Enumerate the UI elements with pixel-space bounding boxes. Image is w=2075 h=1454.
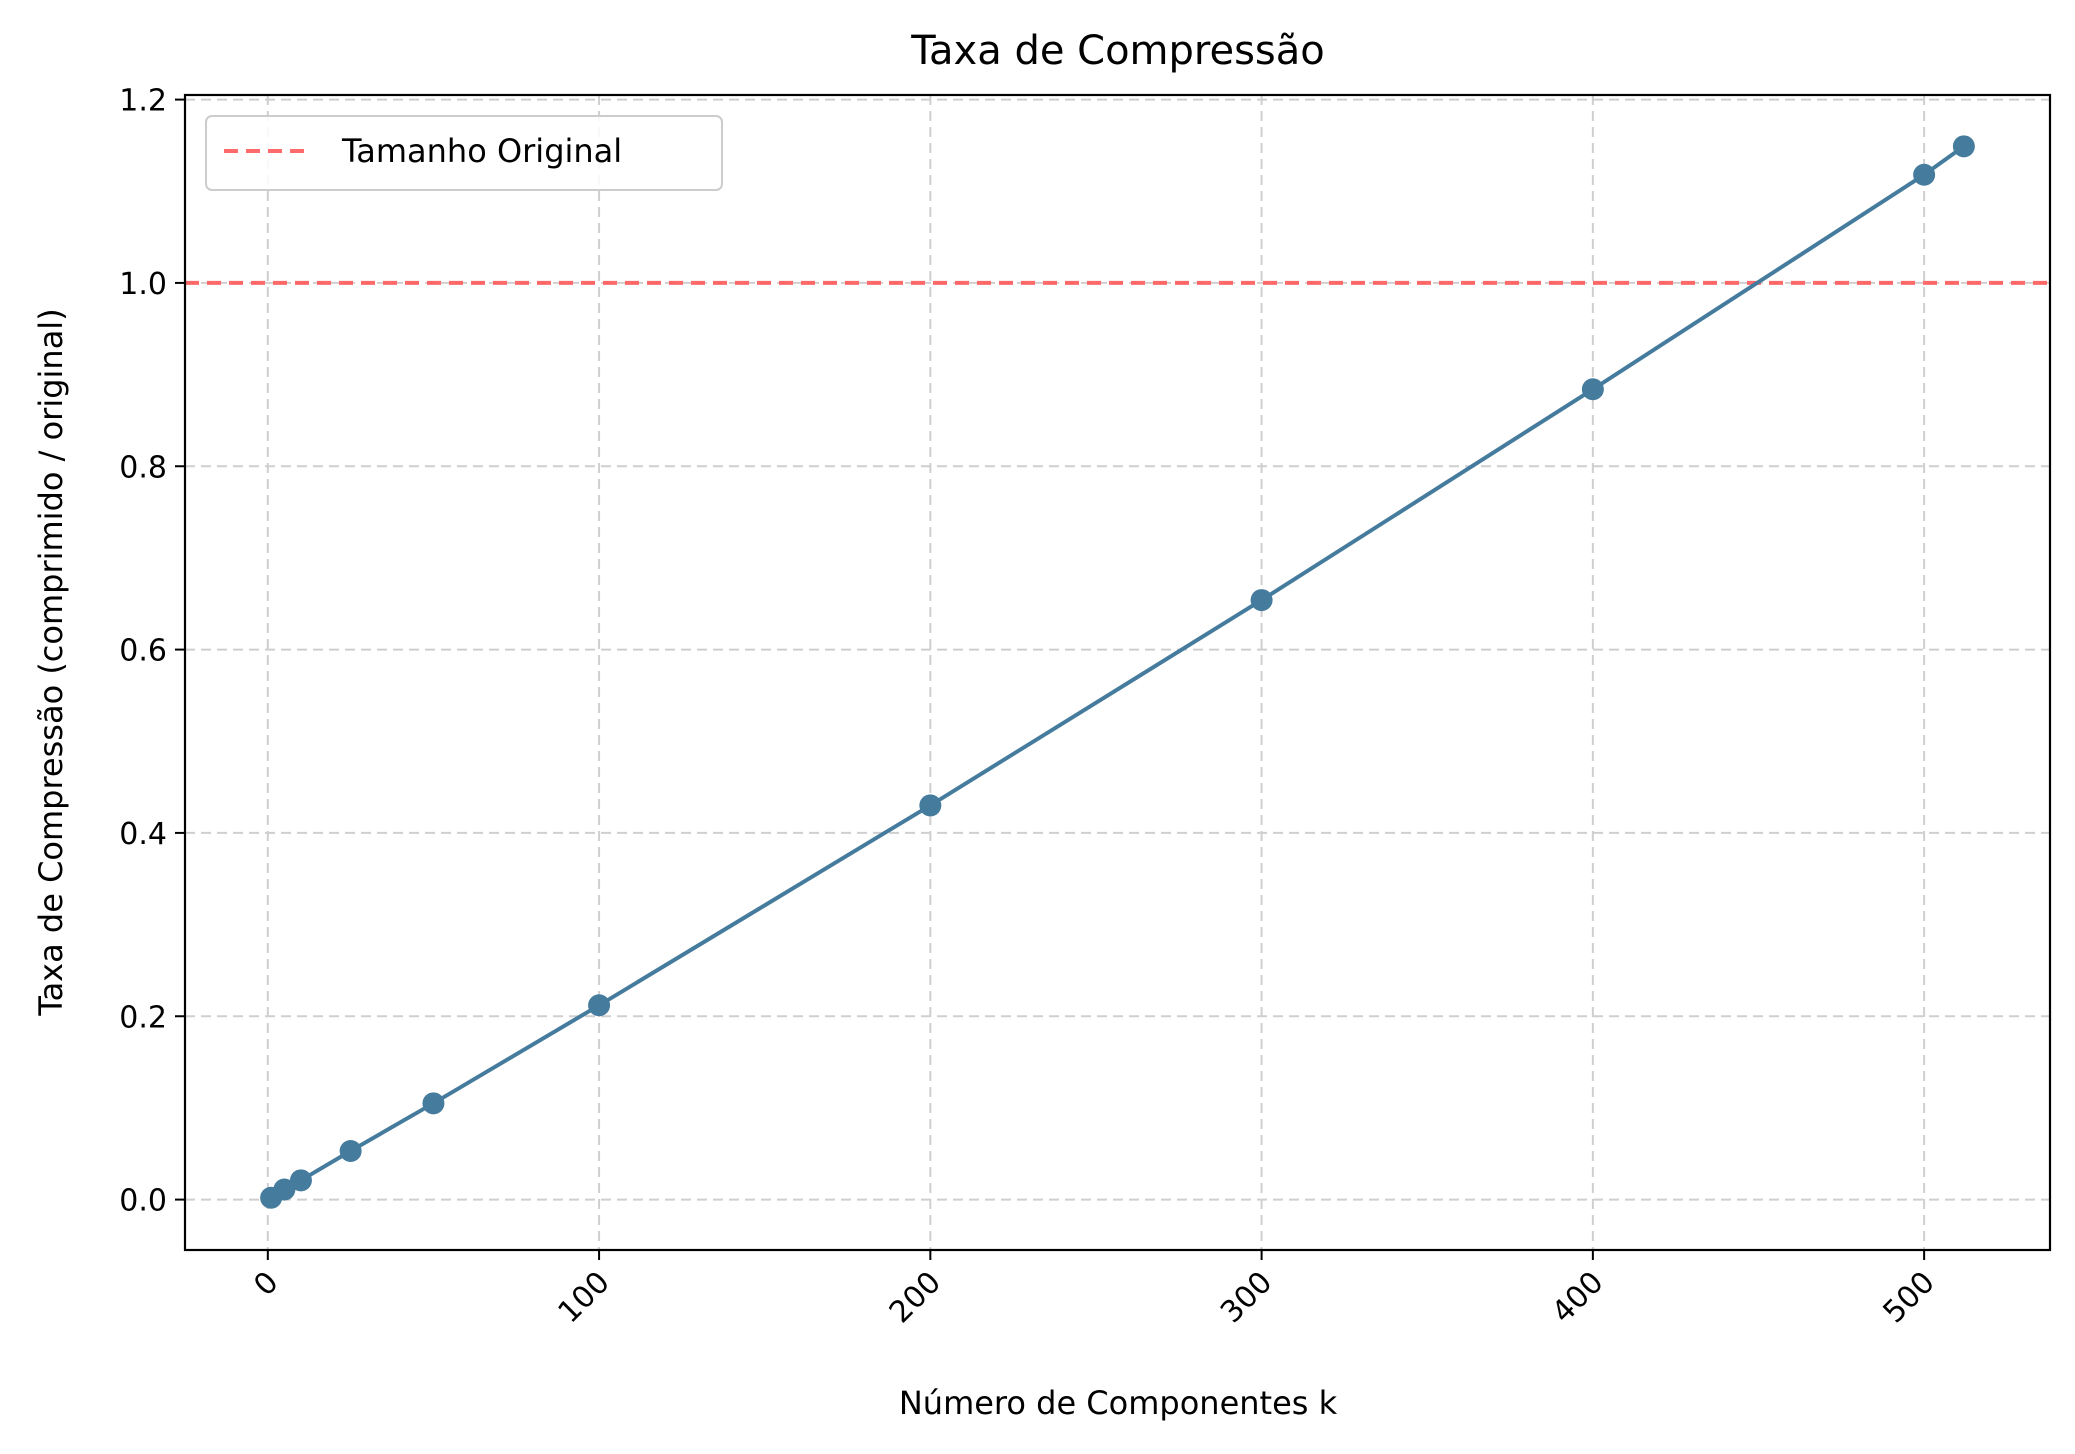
legend: Tamanho Original [205,115,723,191]
y-tick-label: 1.2 [119,84,167,119]
y-axis-title: Taxa de Compressão (comprimido / origina… [32,308,70,1016]
y-tick-label: 0.6 [119,634,167,669]
data-point [339,1140,362,1162]
legend-entry-label: Tamanho Original [341,132,622,170]
x-axis-title: Número de Componentes k [899,1384,1338,1422]
y-tick-label: 0.4 [119,817,167,852]
data-point [588,994,611,1017]
data-point [1250,589,1273,612]
data-point [1913,163,1936,186]
y-tick-label: 0.8 [119,450,167,485]
data-point [1952,135,1975,158]
series-group [260,135,1975,1209]
chart-title: Taxa de Compressão [910,28,1325,74]
data-point [1581,378,1604,401]
data-point [919,794,942,817]
y-tick-label: 0.2 [119,1000,167,1035]
data-point [422,1092,445,1115]
data-point [289,1169,312,1192]
legend-box [205,115,723,191]
data-point [273,1178,296,1201]
plot-frame [183,93,2052,1252]
y-tick-label: 0.0 [119,1184,167,1219]
y-tick-label: 1.0 [119,267,167,302]
